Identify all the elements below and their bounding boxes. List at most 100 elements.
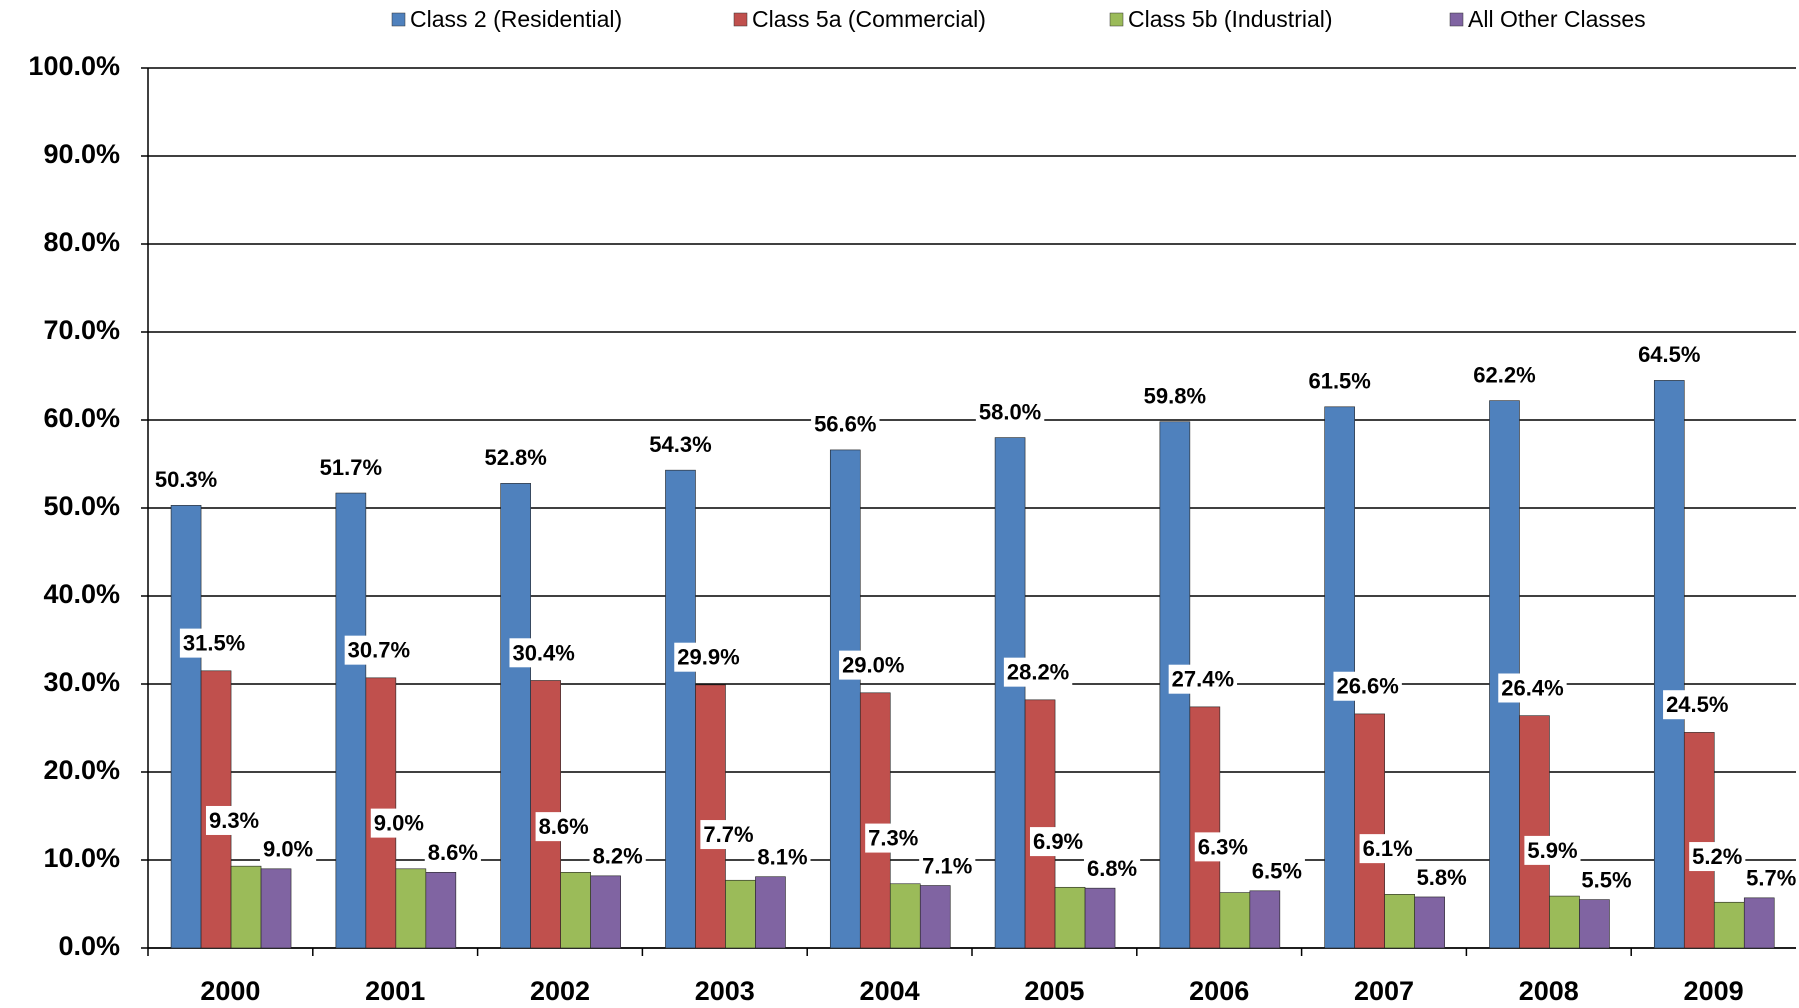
data-label-group: 27.4% (1168, 664, 1238, 694)
y-tick-label: 40.0% (43, 579, 120, 609)
data-label-bg (1524, 835, 1581, 865)
bar (590, 875, 621, 949)
data-label: 7.7% (703, 822, 753, 847)
data-label-bg (839, 650, 908, 680)
data-label-group: 5.5% (1578, 865, 1635, 895)
x-tick-label: 2002 (530, 976, 590, 1006)
data-label-bg (509, 638, 578, 668)
legend-swatch (391, 12, 406, 27)
data-label: 54.3% (649, 432, 711, 457)
data-label-group: 26.6% (1333, 671, 1402, 701)
data-label-group: 51.7% (316, 452, 386, 482)
data-label-bg (1689, 842, 1746, 872)
data-label-group: 6.3% (1194, 832, 1251, 862)
data-label: 62.2% (1473, 362, 1535, 387)
data-label-bg (589, 841, 646, 871)
data-label-bg (179, 628, 249, 658)
data-label: 6.9% (1033, 829, 1083, 854)
data-label-group: 8.1% (754, 842, 811, 872)
data-label: 30.4% (512, 640, 574, 665)
data-label-bg (1743, 863, 1799, 893)
data-label: 52.8% (484, 445, 546, 470)
data-label: 5.5% (1581, 867, 1631, 892)
data-label-bg (1194, 832, 1251, 862)
data-label-bg (481, 443, 550, 473)
data-label: 7.1% (922, 853, 972, 878)
data-label-bg (1003, 657, 1073, 687)
legend-swatch (1449, 12, 1464, 27)
y-tick-label: 20.0% (43, 755, 120, 785)
x-tick-label: 2005 (1024, 976, 1084, 1006)
data-label: 64.5% (1638, 342, 1700, 367)
data-label-group: 6.9% (1029, 827, 1087, 857)
x-tick-label: 2001 (365, 976, 425, 1006)
data-label-bg (370, 808, 427, 838)
x-tick-label: 2004 (860, 976, 920, 1006)
legend-label: Class 5a (Commercial) (752, 6, 986, 32)
data-label: 29.9% (677, 645, 739, 670)
legend-label: Class 5b (Industrial) (1128, 6, 1333, 32)
data-label-group: 7.1% (919, 851, 976, 881)
bar (1579, 899, 1610, 949)
data-label: 26.6% (1336, 674, 1398, 699)
data-label-bg (151, 465, 221, 495)
data-label-group: 5.2% (1689, 842, 1746, 872)
data-label-bg (754, 842, 811, 872)
data-label: 27.4% (1172, 667, 1234, 692)
data-label-group: 62.2% (1470, 360, 1539, 390)
data-label-group: 8.2% (589, 841, 646, 871)
data-label-group: 31.5% (179, 628, 249, 658)
data-label-bg (259, 834, 317, 864)
data-label-bg (205, 805, 263, 835)
data-label: 9.0% (374, 811, 424, 836)
bar (560, 872, 591, 949)
data-label-bg (1305, 366, 1374, 396)
data-label: 6.8% (1087, 856, 1137, 881)
data-label: 8.6% (428, 840, 478, 865)
data-label-group: 7.3% (865, 823, 922, 853)
y-tick-label: 0.0% (58, 931, 120, 961)
data-label: 29.0% (842, 653, 904, 678)
data-label-bg (1498, 673, 1567, 703)
y-tick-label: 30.0% (43, 667, 120, 697)
y-tick-label: 70.0% (43, 315, 120, 345)
bar (1414, 896, 1445, 949)
data-label-group: 30.7% (344, 635, 414, 665)
data-label-group: 50.3% (151, 465, 221, 495)
data-label-group: 56.6% (811, 409, 880, 439)
data-label: 51.7% (320, 455, 382, 480)
bar (1084, 887, 1116, 949)
y-tick-label: 90.0% (43, 139, 120, 169)
bar (859, 692, 891, 949)
bar (335, 492, 367, 949)
data-label: 9.3% (209, 808, 259, 833)
bar (994, 437, 1026, 949)
data-label-group: 9.0% (370, 808, 427, 838)
bar (1713, 901, 1745, 949)
data-label-bg (975, 397, 1045, 427)
legend-label: All Other Classes (1468, 6, 1646, 32)
data-label-bg (1635, 340, 1704, 370)
bar (170, 505, 202, 949)
bar (919, 885, 951, 949)
data-label-bg (919, 851, 976, 881)
data-label-bg (1359, 834, 1416, 864)
data-label-bg (1168, 664, 1238, 694)
data-label-group: 30.4% (509, 638, 578, 668)
bar (260, 868, 292, 949)
bar (1743, 897, 1775, 949)
y-tick-label: 50.0% (43, 491, 120, 521)
data-label: 58.0% (979, 399, 1041, 424)
data-label: 9.0% (263, 837, 313, 862)
data-label: 5.2% (1692, 844, 1742, 869)
data-label-group: 8.6% (424, 838, 481, 868)
x-tick-label: 2006 (1189, 976, 1249, 1006)
data-label-group: 6.1% (1359, 834, 1416, 864)
data-label-bg (316, 452, 386, 482)
data-label-group: 6.5% (1248, 856, 1305, 886)
data-label: 8.1% (757, 845, 807, 870)
data-label-group: 29.0% (839, 650, 908, 680)
data-label-group: 29.9% (674, 642, 743, 672)
legend-swatch (1109, 12, 1124, 27)
data-label-bg (1470, 360, 1539, 390)
